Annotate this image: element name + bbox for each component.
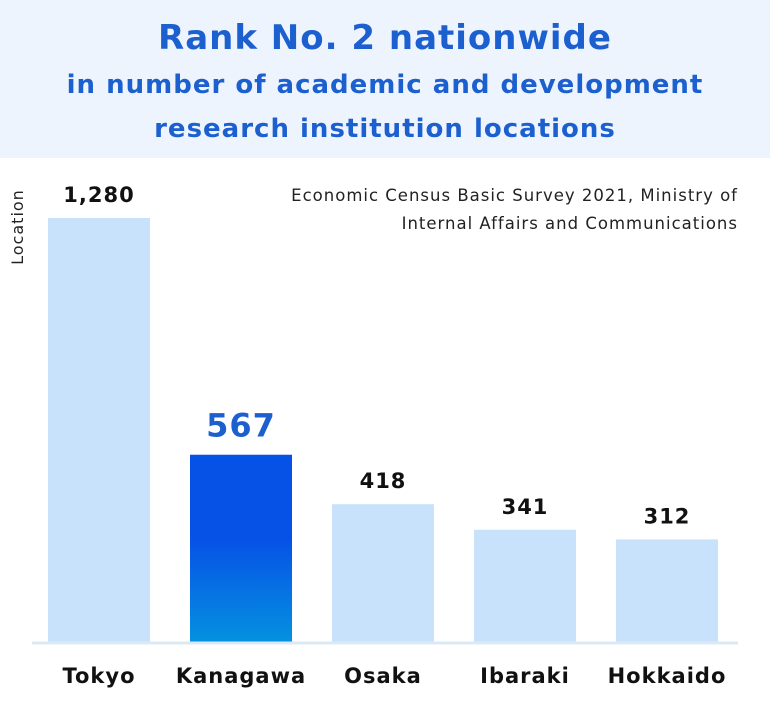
bar-tokyo <box>48 218 150 643</box>
bar-hokkaido <box>616 539 718 643</box>
category-label-tokyo: Tokyo <box>62 664 135 688</box>
category-label-kanagawa: Kanagawa <box>176 664 306 688</box>
y-axis-label: Location <box>8 189 27 265</box>
value-label-ibaraki: 341 <box>502 495 549 519</box>
chart-subtitle-line1: in number of academic and development <box>66 70 704 100</box>
value-label-kanagawa: 567 <box>206 407 276 445</box>
data-source-note: Economic Census Basic Survey 2021, Minis… <box>218 182 738 238</box>
chart-header: Rank No. 2 nationwide in number of acade… <box>0 0 770 158</box>
bar-osaka <box>332 504 434 643</box>
value-label-osaka: 418 <box>360 469 407 493</box>
chart-subtitle-line2: research institution locations <box>154 114 616 144</box>
bar-ibaraki <box>474 529 576 643</box>
bar-kanagawa <box>190 454 292 643</box>
data-source-line1: Economic Census Basic Survey 2021, Minis… <box>291 186 738 205</box>
chart-title: Rank No. 2 nationwide <box>158 18 612 58</box>
category-label-hokkaido: Hokkaido <box>608 664 727 688</box>
category-label-ibaraki: Ibaraki <box>480 664 570 688</box>
data-source-line2: Internal Affairs and Communications <box>401 214 738 233</box>
value-label-tokyo: 1,280 <box>63 183 134 207</box>
value-label-hokkaido: 312 <box>644 504 691 528</box>
category-label-osaka: Osaka <box>344 664 422 688</box>
